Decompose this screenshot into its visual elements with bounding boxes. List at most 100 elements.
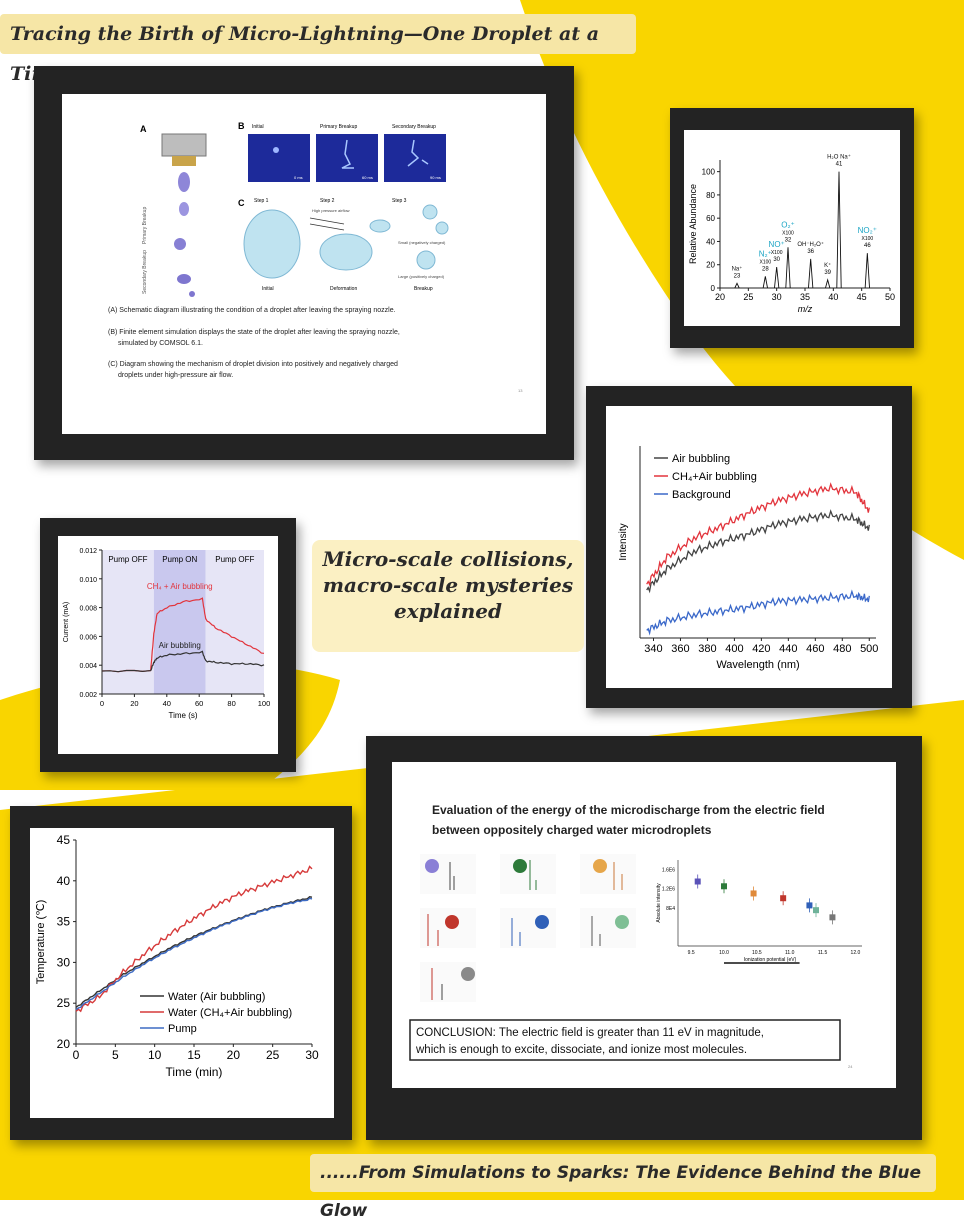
x-tick-label: 40 [828,292,838,302]
spectrum-peak [864,253,870,289]
pump-region-label: Pump ON [162,555,197,564]
x-tick-label: 45 [857,292,867,302]
spectrum-peak [774,267,780,289]
nozzle-tip [172,156,196,166]
y-tick-label: 0.006 [79,634,97,641]
peak-ion-label: N₂⁺ [759,249,772,258]
y-tick-label: 0.002 [79,692,97,699]
data-point [750,890,757,897]
emission-sheet: 340 360 380 400 420 440 460 480 500 Wavelength (n… [606,406,892,688]
energy-title-2: between oppositely charged water microdr… [432,823,712,837]
ionization-plot: 9.5 10.0 10.5 11.0 11.5 12.0 1.6E6 1.2E6 8E4 Ioni… [656,860,862,964]
x-axis-label: Wavelength (nm) [716,659,799,671]
sim-time-3: 90 ms [430,175,441,180]
step-caption-2: Deformation [330,286,357,292]
y-tick-label: 1.6E6 [662,868,675,874]
sim-title-2: Primary Breakup [320,124,357,130]
peak-ion-label: K⁺ [824,262,831,269]
pump-region [205,550,264,694]
series-line [101,650,265,673]
peak-mz-label: 41 [836,162,843,168]
x-tick-label: 9.5 [688,950,695,956]
y-tick-label: 60 [706,214,715,223]
x-tick-label: 480 [833,643,851,655]
peak-mz-label: 28 [762,266,769,272]
spectrum-peak [785,247,791,289]
x-tick-label: 0 [100,699,104,708]
x-tick-label: 25 [266,1048,280,1062]
thumb-spectrum [420,908,476,948]
spectrum-peak [734,282,740,289]
sim-time-2: 60 ms [362,175,373,180]
temperature-chart: 0 5 10 15 20 25 30 20 25 30 35 40 45 Time (min) Temper… [35,833,319,1079]
peak-mz-label: 23 [734,273,741,279]
y-tick-label: 20 [57,1037,71,1051]
conclusion-line-2: which is enough to excite, dissociate, a… [415,1044,747,1056]
sim-frame-secondary [384,134,446,182]
sim-droplet [273,147,279,153]
legend-label: Pump [168,1023,197,1035]
x-tick-label: 420 [752,643,770,655]
caption-b2: simulated by COMSOL 6.1. [118,340,203,347]
x-tick-label: 20 [130,699,138,708]
droplet [189,291,195,297]
page-number: 24 [848,1064,853,1069]
x-tick-label: 440 [779,643,797,655]
large-droplet [416,250,436,270]
x-tick-label: 25 [743,292,753,302]
peak-ion-label: H₂O Na⁺ [827,154,851,161]
sim-breakup [407,139,429,167]
y-tick-label: 25 [57,996,71,1010]
pump-region [153,550,206,694]
x-tick-label: 10 [148,1048,162,1062]
x-tick-label: 40 [163,699,171,708]
y-tick-label: 40 [57,874,71,888]
x-axis-label: m/z [798,304,813,314]
highlight-caption: Micro-scale collisions, macro-scale myst… [312,540,584,652]
legend-label: Background [672,489,731,501]
y-tick-label: 0 [711,284,716,293]
energy-figure: Evaluation of the energy of the microdis… [409,803,862,1069]
x-tick-label: 500 [860,643,878,655]
current-chart: Pump OFF Pump ON Pump OFF 0 20 40 60 80 100 0.002… [63,548,270,720]
step-caption-3: Breakup [414,286,433,292]
y-axis-label: Absolute intensity [656,883,662,923]
small-droplet [435,221,449,235]
data-point [813,907,819,914]
x-axis-label: Ionization potential (eV) [744,957,797,963]
pump-region-label: Pump OFF [108,555,147,564]
axis-secondary: Secondary Breakup [142,250,148,294]
x-tick-label: 10.5 [752,950,762,956]
step-deformation-tail [369,219,391,233]
x-tick-label: 5 [112,1048,119,1062]
label-a: A [140,124,147,134]
frame-energy: Evaluation of the energy of the microdis… [366,736,922,1140]
thumb-spectrum [420,854,476,894]
droplet [174,238,186,250]
nozzle-body [161,133,207,157]
y-tick-label: 40 [706,237,715,246]
y-tick-label: 8E4 [666,906,675,912]
series-line [101,597,265,673]
x-tick-label: 20 [227,1048,241,1062]
caption-c1: (C) Diagram showing the mechanism of dro… [108,361,398,368]
simulation-sheet: A Primary Breakup Secondary Breakup B In… [62,94,546,434]
x-tick-label: 11.0 [785,950,795,956]
spectrum-peak [762,276,768,289]
mass-spectra-thumbnails [420,854,636,1002]
spectrum-peak [836,171,842,289]
step-caption-1: Initial [262,286,274,292]
step-title-2: Step 2 [320,198,335,204]
data-point [721,883,727,890]
mass-spectrum-sheet: 20 25 30 35 40 45 50 0 20 40 60 80 100 m/z Relative Ab… [684,130,900,326]
series-line [75,897,313,1011]
y-tick-label: 20 [706,261,715,270]
x-tick-label: 30 [305,1048,319,1062]
y-tick-label: 30 [57,955,71,969]
peak-mz-label: 46 [864,243,871,249]
x-tick-label: 60 [195,699,203,708]
small-droplet-label: Small (negatively charged) [398,240,446,245]
legend-label: Water (CH₄+Air bubbling) [168,1007,292,1019]
series-line [75,865,313,1013]
